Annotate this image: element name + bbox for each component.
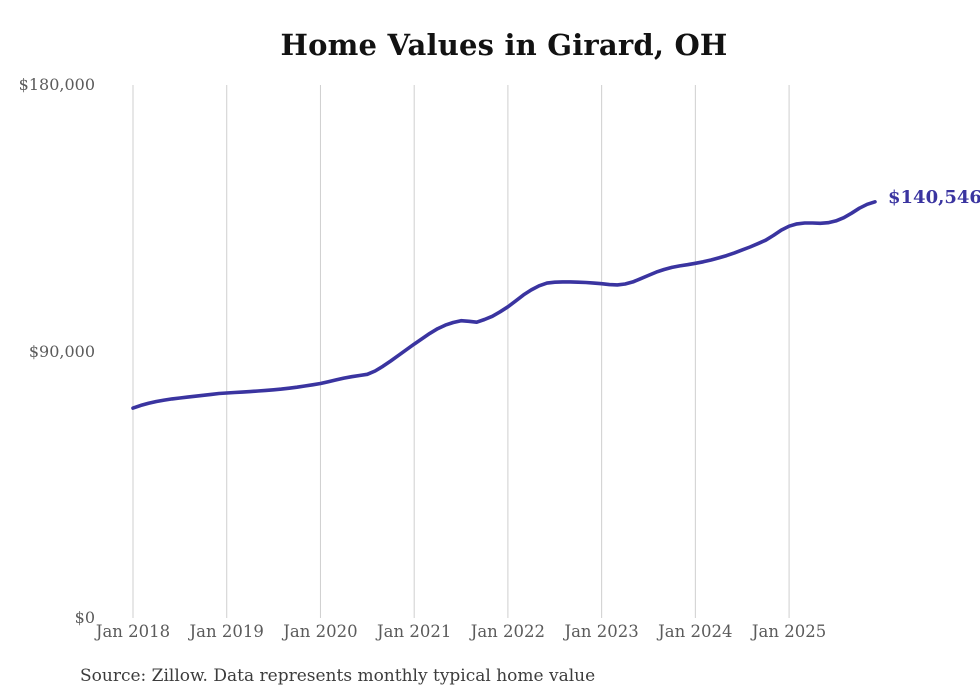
x-axis-tick-label: Jan 2021 bbox=[377, 622, 452, 641]
x-axis-tick-label: Jan 2025 bbox=[751, 622, 827, 641]
home-value-line-series bbox=[131, 200, 877, 410]
x-axis-tick-label: Jan 2023 bbox=[564, 622, 639, 641]
y-axis-tick-label: $180,000 bbox=[18, 75, 95, 94]
y-axis-tick-label: $0 bbox=[74, 608, 95, 627]
x-axis-tick-label: Jan 2018 bbox=[95, 622, 171, 641]
chart-title: Home Values in Girard, OH bbox=[280, 28, 728, 62]
x-axis-tick-label: Jan 2019 bbox=[189, 622, 264, 641]
source-attribution: Source: Zillow. Data represents monthly … bbox=[80, 666, 596, 686]
y-axis-tick-label: $90,000 bbox=[28, 342, 95, 361]
x-axis-tick-label: Jan 2022 bbox=[470, 622, 546, 641]
x-axis-tick-label: Jan 2020 bbox=[283, 622, 358, 641]
latest-value-label: $140,546 bbox=[888, 187, 980, 208]
x-axis-tick-label: Jan 2024 bbox=[658, 622, 733, 641]
